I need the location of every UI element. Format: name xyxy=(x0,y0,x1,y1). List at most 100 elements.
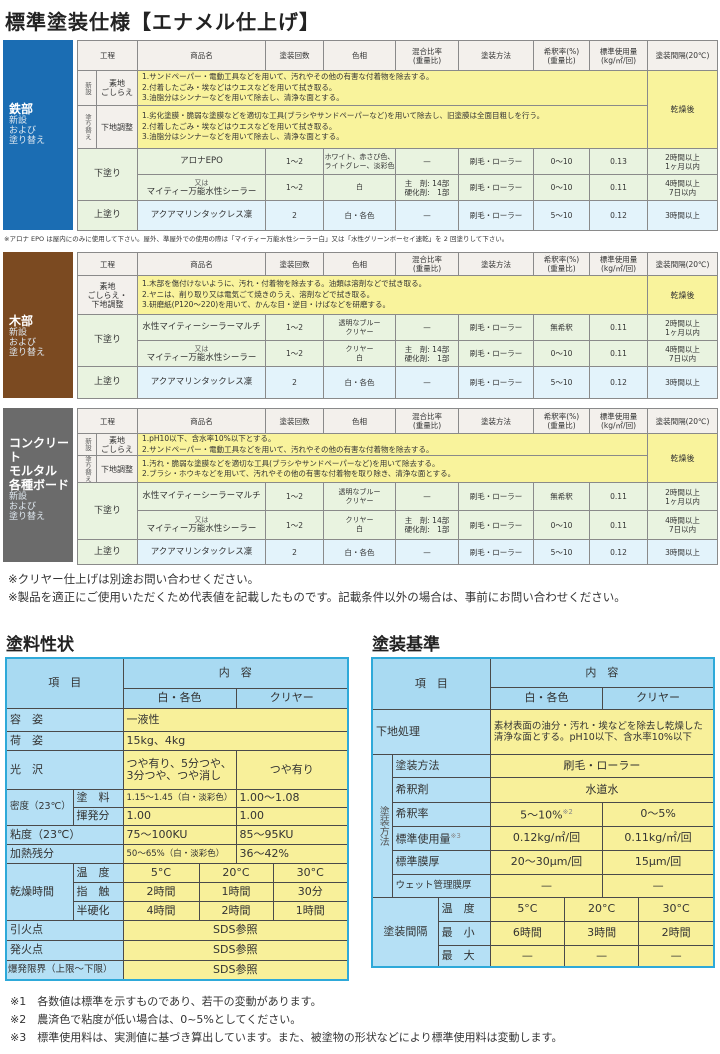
prep-row: 塗り替え 下地調整 1.劣化塗膜・脆弱な塗膜などを適切な工具(ブラシやサンドペーパー… xyxy=(77,105,718,149)
header-row: 工程 商品名 塗装回数 色相 混合比率 (重量比) 塗装方法 希釈率(%) (重量比) 標準使… xyxy=(77,40,718,71)
section-subtitle: 新設 および 塗り替え xyxy=(9,328,46,358)
undercoat-mix: — xyxy=(395,482,459,511)
residue-label: 加熱残分 xyxy=(5,843,124,864)
content-header: 内 容 xyxy=(122,657,349,689)
method-value: 刷毛・ローラー xyxy=(489,753,715,778)
drying-semi: 1時間 xyxy=(272,900,349,921)
prep-step: 素地 ごしらえ xyxy=(96,70,138,106)
col-white: 白・各色 xyxy=(489,686,604,710)
section-footnote: ※アロナ EPO は屋内にのみに使用して下さい。屋外、準屋外での使用の際は「マイ… xyxy=(4,235,509,243)
prep-row: 新設 素地 ごしらえ 1.pH10以下、含水率10%以下とする。 2.サンドペーパー・… xyxy=(77,433,718,483)
product-name-text: 水性マイティーシーラーマルチ xyxy=(142,491,261,501)
column-header: 塗装間隔(20℃) xyxy=(647,40,718,71)
column-header: 工程 xyxy=(77,408,138,434)
topcoat-usage: 0.12 xyxy=(589,539,648,565)
form-label: 容 姿 xyxy=(5,707,124,732)
topcoat-interval: 3時間以上 xyxy=(647,539,718,565)
instruction-line: 2.ヤニは、削り取り又は電気ごて焼きのうえ、溶剤などで拭き取る。 xyxy=(142,289,375,299)
thickness-clear: 15μm/回 xyxy=(602,849,715,875)
item-header: 項 目 xyxy=(371,657,491,710)
column-header: 塗装回数 xyxy=(265,40,324,71)
footnote-3: ※3 標準使用料は、実測値に基づき算出しています。また、被塗物の形状などにより標… xyxy=(10,1031,563,1044)
undercoat-coats: 1～2 xyxy=(265,148,324,175)
viscosity-clear: 85～95KU xyxy=(235,824,349,845)
or-separator: 又は xyxy=(194,344,209,353)
undercoat-row: 又は マイティー万能水性シーラー 1～2 クリヤー 白主 剤: 14部 硬化剤: 1部… xyxy=(78,340,718,367)
interval-temp-label: 温 度 xyxy=(437,896,491,922)
interval-min: 2時間 xyxy=(638,920,715,946)
product-name: アロナEPO xyxy=(137,148,266,175)
col-white: 白・各色 xyxy=(122,687,237,709)
drying-temp-label: 温 度 xyxy=(72,862,124,883)
product-name: 又は マイティー万能水性シーラー xyxy=(137,174,266,201)
topcoat-coats: 2 xyxy=(265,366,324,399)
interval-min: 3時間 xyxy=(564,920,640,946)
undercoat-color: クリヤー 白 xyxy=(323,340,396,367)
drying-temp: 30°C xyxy=(272,862,349,883)
undercoat-color: クリヤー 白 xyxy=(323,510,396,540)
prep-interval: 乾燥後 xyxy=(647,433,718,483)
undercoat-mix: 主 剤: 14部 硬化剤: 1部 xyxy=(395,174,459,201)
topcoat-usage: 0.12 xyxy=(589,366,648,399)
prep-interval: 乾燥後 xyxy=(647,70,718,149)
undercoat-dilution: 0～10 xyxy=(533,510,590,540)
topcoat-row: 上塗り アクアマリンタックレス凜 2 白・各色 — 刷毛・ローラー 5～10 0.12 3時間以… xyxy=(77,366,718,399)
product-name: 又は マイティー万能水性シーラー xyxy=(137,340,266,367)
column-header: 工程 xyxy=(77,252,138,276)
interval-temp: 20°C xyxy=(564,896,640,922)
undercoat-coats: 1～2 xyxy=(265,174,324,201)
product-name-text: アロナEPO xyxy=(180,156,223,166)
prep-instructions: 1.サンドペーパー・電動工具などを用いて、汚れやその他の有害な付着物を除去する。… xyxy=(137,70,648,106)
interval-temp: 30°C xyxy=(638,896,715,922)
undercoat-dilution: 無希釈 xyxy=(533,314,590,341)
undercoat-dilution: 0～10 xyxy=(533,174,590,201)
product-name: 又は マイティー万能水性シーラー xyxy=(137,510,266,540)
dilution-label: 希釈率 xyxy=(391,801,491,827)
interval-max-label: 最 大 xyxy=(437,944,491,968)
product-name-text: 水性マイティーシーラーマルチ xyxy=(142,322,261,332)
undercoat-label: 下塗り xyxy=(77,482,138,540)
interval-max: — xyxy=(489,944,566,968)
undercoat-method: 刷毛・ローラー xyxy=(458,148,534,175)
interval-min-label: 最 小 xyxy=(437,920,491,946)
column-header: 標準使用量 (kg/㎡/回) xyxy=(589,252,648,276)
col-clear: クリヤー xyxy=(602,686,715,710)
undercoat-interval: 4時間以上 7日以内 xyxy=(647,174,718,201)
topcoat-dilution: 5～10 xyxy=(533,366,590,399)
wet-label: ウェット管理膜厚 xyxy=(391,873,491,898)
column-header: 色相 xyxy=(323,408,396,434)
residue-clear: 36～42% xyxy=(235,843,349,864)
topcoat-usage: 0.12 xyxy=(589,200,648,231)
item-header: 項 目 xyxy=(5,657,124,709)
undercoat-mix: 主 剤: 14部 硬化剤: 1部 xyxy=(395,340,459,367)
dilution-white: 5～10%※2 xyxy=(489,801,604,827)
topcoat-mix: — xyxy=(395,200,459,231)
column-header: 標準使用量 (kg/㎡/回) xyxy=(589,40,648,71)
note-representative: ※製品を適正にご使用いただくため代表値を記載したものです。記載条件以外の場合は、… xyxy=(8,590,626,604)
undercoat-interval: 4時間以上 7日以内 xyxy=(647,510,718,540)
undercoat-row: 下塗り 水性マイティーシーラーマルチ 1～2 透明なブルー クリヤー — 刷毛・ローラー無… xyxy=(77,314,718,367)
topcoat-interval: 3時間以上 xyxy=(647,366,718,399)
method-group-label: 塗装方法 xyxy=(371,753,393,898)
undercoat-usage: 0.11 xyxy=(589,510,648,540)
undercoat-method: 刷毛・ローラー xyxy=(458,510,534,540)
explosive-value: SDS参照 xyxy=(122,959,349,981)
density-paint-white: 1.15～1.45（白・淡彩色） xyxy=(122,788,237,808)
flash-label: 引火点 xyxy=(5,919,124,941)
undercoat-coats: 1～2 xyxy=(265,482,324,511)
density-paint-clear: 1.00～1.08 xyxy=(235,788,349,808)
undercoat-interval: 2時間以上 1ヶ月以内 xyxy=(647,314,718,341)
undercoat-usage: 0.11 xyxy=(589,314,648,341)
column-header: 希釈率(%) (重量比) xyxy=(533,252,590,276)
instruction-line: 3.油脂分はシンナーなどを用いて除去し、清浄な面とする。 xyxy=(142,132,344,142)
undercoat-method: 刷毛・ローラー xyxy=(458,314,534,341)
topcoat-method: 刷毛・ローラー xyxy=(458,200,534,231)
dilution-clear: 0～5% xyxy=(602,801,715,827)
topcoat-color: 白・各色 xyxy=(323,200,396,231)
prep-step: 下地調整 xyxy=(96,105,138,149)
ignition-value: SDS参照 xyxy=(122,939,349,961)
drying-touch-label: 指 触 xyxy=(72,881,124,902)
drying-touch: 2時間 xyxy=(122,881,200,902)
interval-max: — xyxy=(564,944,640,968)
drying-temp: 5°C xyxy=(122,862,200,883)
